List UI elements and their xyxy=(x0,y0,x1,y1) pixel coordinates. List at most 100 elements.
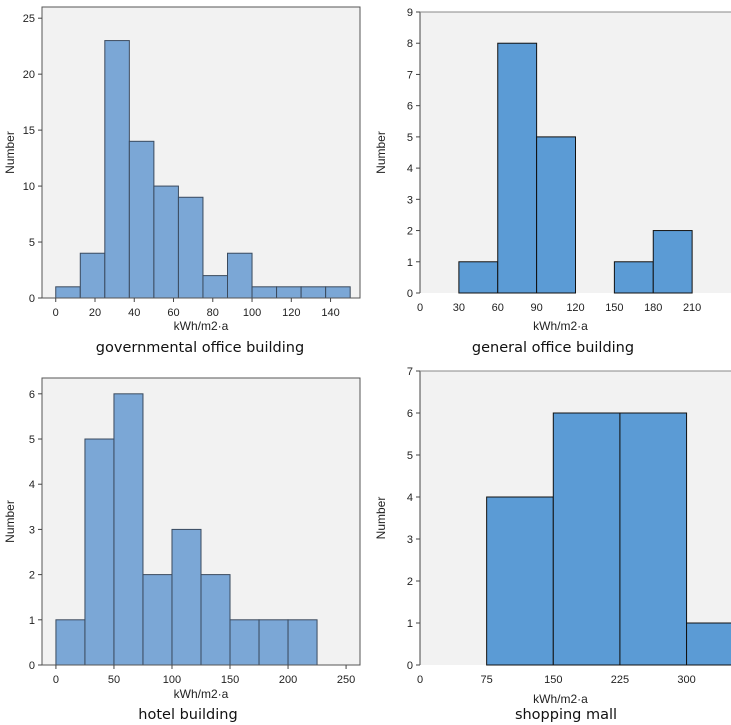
chart-4-bar xyxy=(552,412,621,666)
chart-1-x-tick-label: 80 xyxy=(207,307,219,319)
chart-3-frame xyxy=(41,377,361,666)
chart-1-x-tick-label: 20 xyxy=(89,307,101,319)
chart-2-x-tick-label: 30 xyxy=(453,302,465,314)
chart-2-y-tick-label: 4 xyxy=(407,163,413,175)
chart-3-x-tick-label: 200 xyxy=(279,674,297,686)
chart-1-y-tick-label: 15 xyxy=(23,125,35,137)
chart-4-x-tick-label: 0 xyxy=(417,674,423,686)
chart-1-y-tick-label: 0 xyxy=(29,293,35,305)
chart-3-y-tick-label: 5 xyxy=(29,434,35,446)
chart-3-bar xyxy=(287,619,318,666)
chart-2-x-tick-label: 180 xyxy=(644,302,662,314)
chart-4-x-axis-label: kWh/m2·a xyxy=(533,692,588,706)
chart-1-x-tick-label: 120 xyxy=(282,307,300,319)
chart-4-y-axis-label: Number xyxy=(374,497,388,540)
chart-3-y-axis-label: Number xyxy=(3,500,17,543)
chart-4-y-tick-label: 2 xyxy=(407,576,413,588)
chart-1-y-axis-label: Number xyxy=(3,131,17,174)
chart-1-x-tick-label: 40 xyxy=(128,307,140,319)
chart-2-bar xyxy=(497,42,538,294)
chart-2-x-tick-label: 150 xyxy=(605,302,623,314)
chart-4-x-tick-label: 225 xyxy=(611,674,629,686)
chart-2-y-tick-label: 8 xyxy=(407,38,413,50)
chart-2-y-tick-label: 3 xyxy=(407,194,413,206)
chart-4-y-tick-label: 3 xyxy=(407,534,413,546)
chart-4-bar xyxy=(619,412,688,666)
chart-1-y-tick-label: 25 xyxy=(23,13,35,25)
chart-1-bar xyxy=(177,196,204,299)
chart-2-bar xyxy=(536,136,576,294)
chart-4-x-tick-label: 75 xyxy=(481,674,493,686)
chart-2-x-tick-label: 90 xyxy=(531,302,543,314)
chart-3-x-tick-label: 250 xyxy=(337,674,355,686)
chart-2-y-tick-label: 6 xyxy=(407,101,413,113)
chart-1-bar xyxy=(227,252,253,299)
chart-1-bar xyxy=(276,286,302,299)
chart-3-bar xyxy=(200,574,231,666)
chart-1-y-tick-label: 10 xyxy=(23,181,35,193)
chart-4-bar xyxy=(486,496,554,666)
chart-2-x-axis-label: kWh/m2·a xyxy=(533,319,588,333)
chart-3-y-tick-label: 4 xyxy=(29,479,35,491)
chart-4-y-tick-label: 1 xyxy=(407,618,413,630)
chart-4-y-tick-label: 5 xyxy=(407,450,413,462)
chart-1-frame xyxy=(41,6,361,299)
chart-1-bar xyxy=(55,286,81,299)
chart-3-y-tick-label: 6 xyxy=(29,389,35,401)
chart-2-bar xyxy=(652,230,693,294)
chart-3-bar xyxy=(84,438,115,666)
chart-2-y-axis-label: Number xyxy=(374,131,388,174)
chart-2-caption: general office building xyxy=(472,340,634,356)
chart-3-y-tick-label: 0 xyxy=(29,660,35,672)
chart-1-caption: governmental office building xyxy=(96,340,304,356)
chart-1-bar xyxy=(104,40,130,299)
chart-3-caption: hotel building xyxy=(138,707,237,723)
chart-2-x-tick-label: 60 xyxy=(492,302,504,314)
chart-3-x-tick-label: 100 xyxy=(163,674,181,686)
chart-1-x-tick-label: 100 xyxy=(243,307,261,319)
chart-4-x-tick-label: 300 xyxy=(677,674,695,686)
chart-1-x-tick-label: 140 xyxy=(321,307,339,319)
chart-2-y-tick-label: 7 xyxy=(407,69,413,81)
chart-3-x-tick-label: 50 xyxy=(108,674,120,686)
chart-3-bar xyxy=(113,393,144,666)
chart-2-bar xyxy=(613,261,654,294)
chart-1-bar xyxy=(251,286,278,299)
chart-2-x-tick-label: 210 xyxy=(683,302,701,314)
chart-2-y-tick-label: 0 xyxy=(407,288,413,300)
chart-4-y-tick-label: 7 xyxy=(407,366,413,378)
chart-2-x-tick-label: 120 xyxy=(566,302,584,314)
chart-2-y-tick-label: 9 xyxy=(407,7,413,19)
chart-3-bar xyxy=(229,619,260,666)
chart-3-y-tick-label: 2 xyxy=(29,570,35,582)
chart-1-bar xyxy=(202,275,229,299)
chart-4-y-tick-label: 4 xyxy=(407,492,413,504)
chart-4-x-tick-label: 150 xyxy=(544,674,562,686)
chart-1-y-tick-label: 5 xyxy=(29,237,35,249)
chart-1-bar xyxy=(79,252,106,299)
chart-4-y-tick-label: 6 xyxy=(407,408,413,420)
chart-2-y-tick-label: 1 xyxy=(407,257,413,269)
chart-3-x-axis-label: kWh/m2·a xyxy=(174,687,229,701)
chart-1-x-tick-label: 0 xyxy=(53,307,59,319)
chart-4-y-tick-label: 0 xyxy=(407,660,413,672)
chart-1-x-tick-label: 60 xyxy=(167,307,179,319)
chart-2-x-tick-label: 0 xyxy=(417,302,423,314)
chart-1-bar xyxy=(128,140,155,299)
chart-1-x-axis-label: kWh/m2·a xyxy=(174,319,229,333)
chart-1-y-tick-label: 20 xyxy=(23,69,35,81)
chart-4-caption: shopping mall xyxy=(515,707,617,723)
chart-3-bar xyxy=(171,528,202,666)
chart-1-bar xyxy=(325,286,351,299)
chart-2-y-tick-label: 5 xyxy=(407,132,413,144)
chart-3-x-tick-label: 150 xyxy=(221,674,239,686)
chart-3-x-tick-label: 0 xyxy=(53,674,59,686)
chart-3-y-tick-label: 3 xyxy=(29,524,35,536)
chart-1-bar xyxy=(153,185,179,299)
chart-3-bar xyxy=(142,574,173,666)
chart-2-y-tick-label: 2 xyxy=(407,226,413,238)
chart-3-bar xyxy=(55,619,86,666)
chart-1-bar xyxy=(300,286,327,299)
chart-3-bar xyxy=(258,619,289,666)
